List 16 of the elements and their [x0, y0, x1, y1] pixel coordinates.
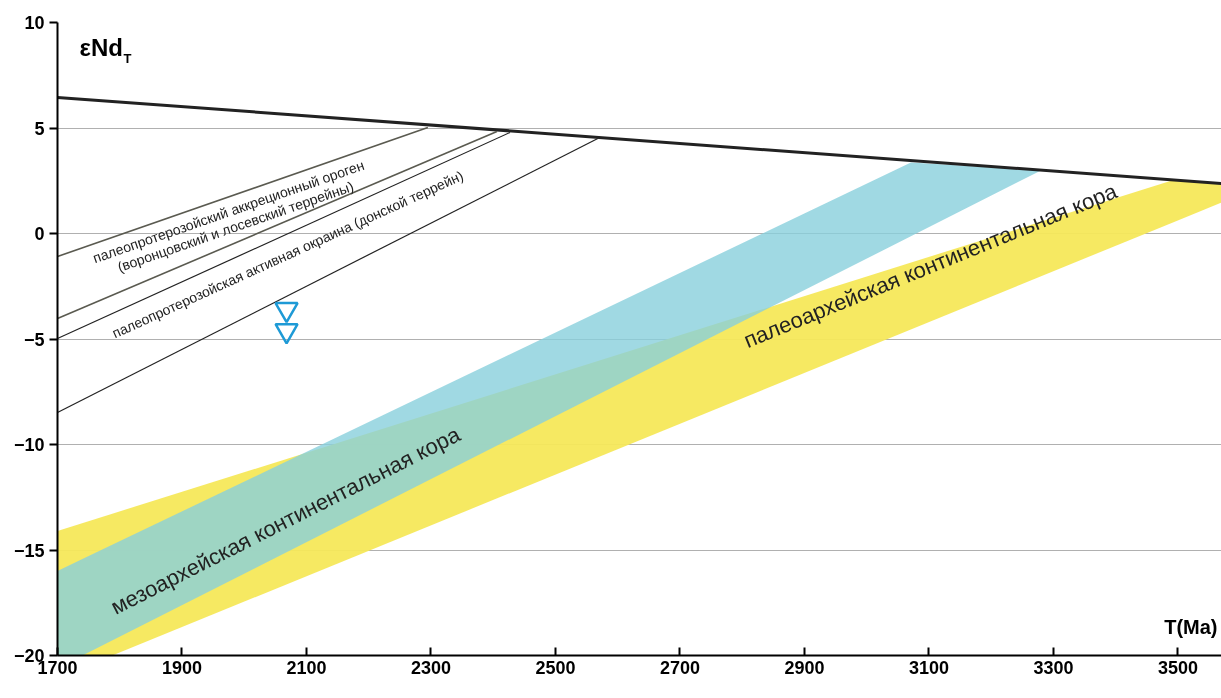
x-tick-label: 2300	[410, 657, 451, 678]
x-tick-label: 2700	[659, 657, 700, 678]
x-tick-label: 2100	[286, 657, 327, 678]
x-tick-label: 3300	[1033, 657, 1074, 678]
y-tick-label: −15	[13, 540, 45, 561]
y-tick-label: 5	[34, 118, 45, 139]
y-tick-label: 10	[24, 13, 45, 33]
y-tick-label: 0	[34, 224, 45, 244]
y-tick-label: −10	[13, 435, 45, 455]
x-tick-label: 2500	[535, 657, 576, 678]
x-tick-label: 2900	[784, 657, 825, 678]
y-tick-label: −5	[23, 329, 45, 350]
x-tick-label: 3100	[908, 657, 949, 678]
x-tick-label: 1900	[161, 657, 203, 678]
x-tick-label: 3500	[1157, 657, 1198, 678]
x-axis-title: T(Ma)	[1164, 615, 1218, 638]
